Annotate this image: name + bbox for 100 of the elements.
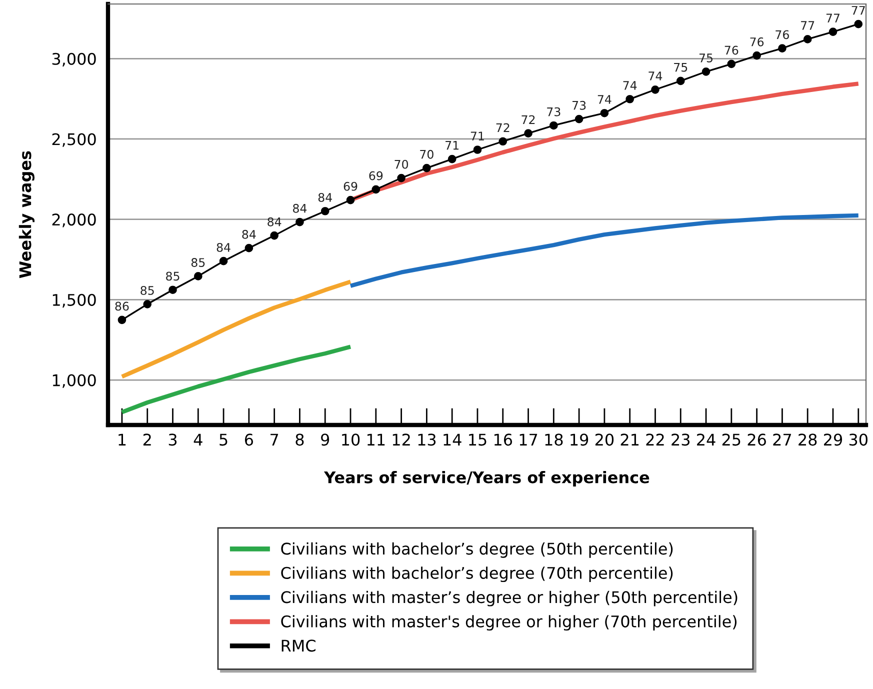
point xyxy=(574,114,584,124)
annotation: 85 xyxy=(191,258,205,267)
annotation: 77 xyxy=(801,21,814,30)
x-tick-label: 16 xyxy=(494,434,512,446)
x-tick-label: 7 xyxy=(270,434,278,446)
point xyxy=(600,108,609,118)
annotation: 73 xyxy=(547,107,560,116)
annotation: 84 xyxy=(216,242,230,252)
annotation: 71 xyxy=(470,132,484,140)
annotation: 72 xyxy=(496,123,510,132)
x-tick-label: 12 xyxy=(392,434,410,446)
x-tick-label: 24 xyxy=(697,434,716,446)
point xyxy=(778,44,786,53)
y-tick-label: 1,500 xyxy=(52,294,96,308)
x-tick-label: 9 xyxy=(321,434,330,446)
x-tick-label: 15 xyxy=(469,434,486,446)
point xyxy=(676,76,685,86)
x-tick-label: 18 xyxy=(545,434,563,446)
point xyxy=(752,51,761,60)
annotation: 69 xyxy=(344,182,358,191)
line-series xyxy=(120,344,353,414)
point xyxy=(244,244,254,252)
annotation: 74 xyxy=(623,81,637,90)
annotation: 85 xyxy=(166,272,180,281)
x-tick-label: 17 xyxy=(520,434,538,446)
annotation: 76 xyxy=(776,30,789,40)
annotation: 76 xyxy=(750,37,764,46)
annotation: 75 xyxy=(699,54,712,62)
point xyxy=(854,20,863,28)
x-tick-label: 19 xyxy=(570,434,588,446)
annotation: 71 xyxy=(446,141,459,150)
x-axis-title: Years of service/Years of experience xyxy=(324,471,650,486)
x-tick-label: 13 xyxy=(418,434,436,446)
y-tick-label: 2,500 xyxy=(52,133,96,147)
x-tick-label: 3 xyxy=(168,434,177,446)
annotation: 85 xyxy=(140,286,154,295)
point xyxy=(397,174,406,182)
annotation: 70 xyxy=(394,160,408,169)
point xyxy=(524,129,532,138)
point xyxy=(118,316,126,324)
x-tick-label: 27 xyxy=(773,434,791,446)
y-axis-title: Weekly wages xyxy=(18,151,34,278)
x-tick-label: 10 xyxy=(342,434,360,446)
x-tick-label: 1 xyxy=(118,434,126,446)
point xyxy=(702,67,710,76)
x-tick-label: 21 xyxy=(620,434,639,446)
point xyxy=(372,185,380,194)
point xyxy=(448,154,456,164)
point xyxy=(828,28,838,36)
annotation: 77 xyxy=(852,6,865,15)
point xyxy=(320,206,330,216)
annotation: 77 xyxy=(826,14,840,22)
annotation: 70 xyxy=(420,150,434,159)
x-tick-label: 6 xyxy=(244,434,254,446)
point xyxy=(422,164,431,172)
x-tick-label: 11 xyxy=(367,434,385,446)
y-tick-label: 1,000 xyxy=(52,374,96,388)
point xyxy=(219,256,228,266)
y-tick-label: 2,000 xyxy=(52,214,96,228)
annotation: 72 xyxy=(522,115,535,124)
annotation: 84 xyxy=(242,230,256,239)
annotation: 84 xyxy=(293,204,307,213)
x-tick-label: 2 xyxy=(143,434,151,446)
x-tick-label: 20 xyxy=(595,434,614,446)
annotation: 84 xyxy=(268,217,282,226)
x-tick-label: 28 xyxy=(798,434,817,446)
point xyxy=(296,218,304,226)
legend-label: Civilians with bachelor’s degree (70th percentile) xyxy=(281,566,673,582)
x-tick-label: 14 xyxy=(444,434,462,446)
point xyxy=(473,146,482,154)
x-tick-label: 26 xyxy=(748,434,766,446)
line-series xyxy=(348,213,860,288)
annotation: 74 xyxy=(598,95,612,104)
y-tick-label: 3,000 xyxy=(52,52,96,67)
point xyxy=(651,85,660,94)
point xyxy=(270,231,278,240)
point xyxy=(498,137,508,146)
x-tick-label: 29 xyxy=(824,434,842,446)
point xyxy=(803,35,812,44)
x-tick-label: 5 xyxy=(220,434,228,446)
point xyxy=(143,300,152,308)
x-tick-label: 25 xyxy=(722,434,740,446)
x-tick-label: 30 xyxy=(849,434,868,446)
annotation: 73 xyxy=(572,100,586,110)
annotation: 84 xyxy=(318,192,332,202)
x-tick-label: 23 xyxy=(672,434,690,446)
point xyxy=(626,94,634,104)
annotation: 69 xyxy=(369,171,383,180)
point xyxy=(549,121,558,130)
legend-label: Civilians with master's degree or higher (70th percentile) xyxy=(281,615,737,631)
x-tick-label: 8 xyxy=(296,434,304,446)
point xyxy=(168,286,177,294)
point xyxy=(194,272,202,280)
point xyxy=(346,196,355,204)
annotation: 76 xyxy=(724,46,738,55)
legend-label: RMC xyxy=(282,640,316,652)
point xyxy=(727,60,736,68)
annotation: 86 xyxy=(115,302,129,311)
annotation: 74 xyxy=(648,72,662,80)
legend-label: Civilians with bachelor’s degree (50th percentile) xyxy=(281,542,673,558)
